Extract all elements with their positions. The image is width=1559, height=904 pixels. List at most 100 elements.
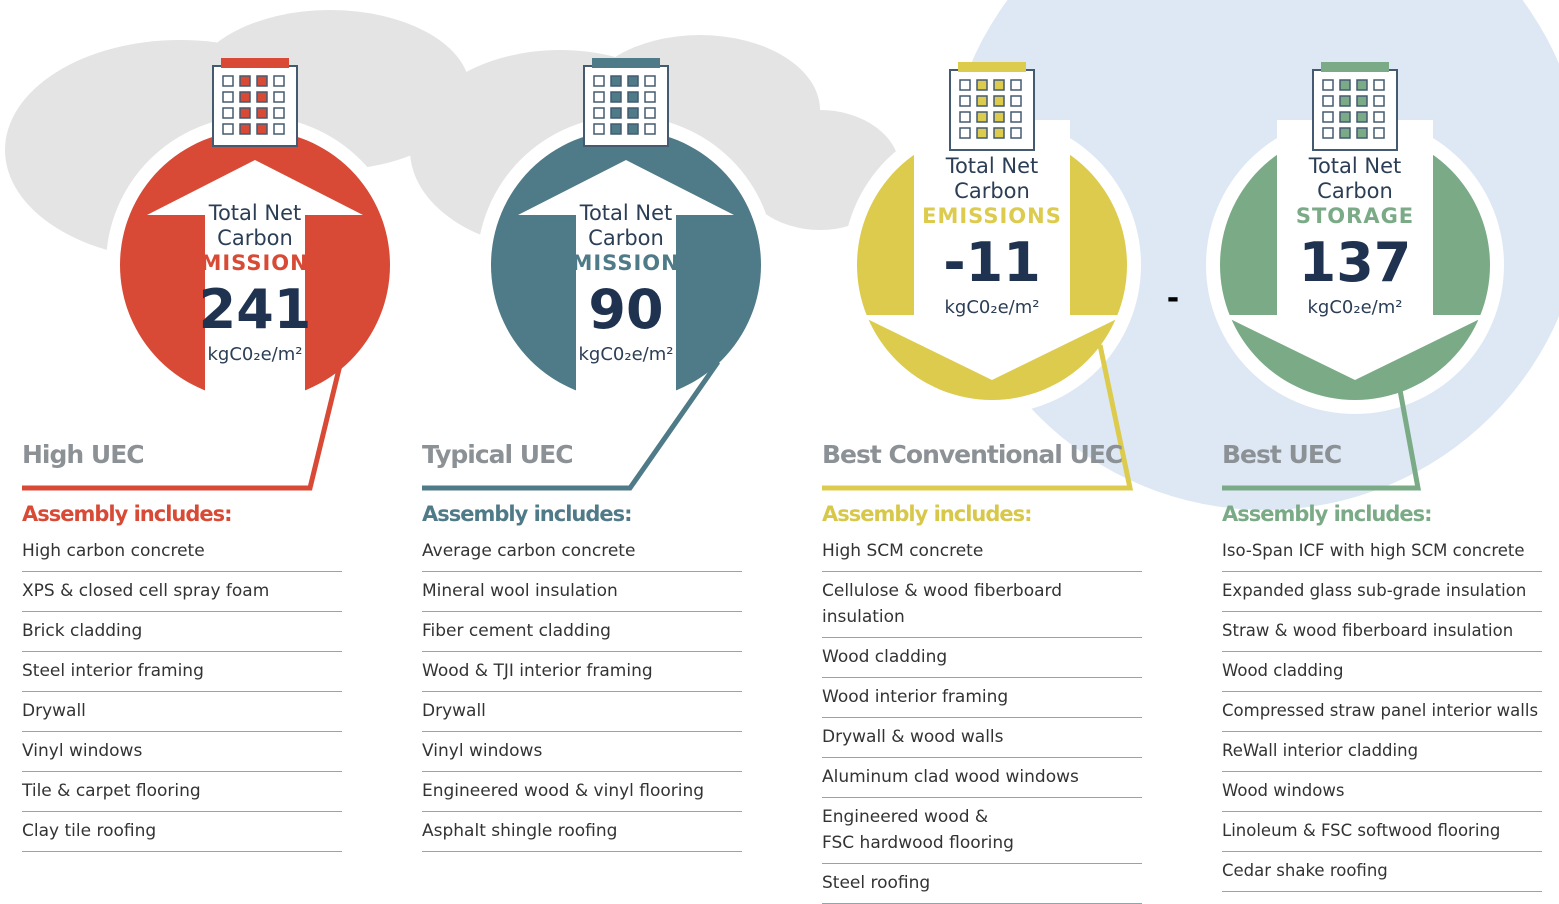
badge-label: Carbon	[954, 179, 1030, 203]
arrow	[518, 160, 734, 420]
badge-label: Total Net	[945, 154, 1039, 178]
building-top	[958, 62, 1026, 72]
assembly-item: Steel interior framing	[22, 652, 342, 692]
badge-kind: EMISSIONS	[922, 204, 1062, 228]
window	[1010, 111, 1022, 123]
window	[1322, 127, 1334, 139]
window	[993, 95, 1005, 107]
column: Best UEC Assembly includes: Iso-Span ICF w…	[1222, 440, 1542, 892]
window	[239, 75, 251, 87]
window	[222, 75, 234, 87]
window	[256, 91, 268, 103]
assembly-item: Engineered wood & vinyl flooring	[422, 772, 742, 812]
assembly-item: Wood & TJI interior framing	[422, 652, 742, 692]
window	[1373, 79, 1385, 91]
window	[239, 107, 251, 119]
window	[222, 107, 234, 119]
assembly-item: Engineered wood & FSC hardwood flooring	[822, 798, 1142, 864]
building-top	[592, 58, 660, 68]
window	[1356, 111, 1368, 123]
arrow	[859, 120, 1125, 380]
building-top	[221, 58, 289, 68]
assembly-title: Assembly includes:	[1222, 502, 1433, 526]
window	[993, 111, 1005, 123]
badge-value: -11	[943, 231, 1041, 294]
arrow	[1222, 120, 1488, 380]
assembly-item: XPS & closed cell spray foam	[22, 572, 342, 612]
window	[627, 75, 639, 87]
assembly-item: Expanded glass sub-grade insulation	[1222, 572, 1542, 612]
column: Best Conventional UEC Assembly includes: H…	[822, 440, 1142, 904]
badge-label: Total Net	[208, 201, 302, 225]
window	[1339, 127, 1351, 139]
window	[976, 127, 988, 139]
window	[256, 123, 268, 135]
assembly-item: Drywall	[422, 692, 742, 732]
assembly-item: Clay tile roofing	[22, 812, 342, 852]
window	[1339, 79, 1351, 91]
assembly-item: Fiber cement cladding	[422, 612, 742, 652]
assembly-item: Straw & wood fiberboard insulation	[1222, 612, 1542, 652]
badge-unit: kgC0₂e/m²	[945, 297, 1040, 318]
window	[593, 75, 605, 87]
window	[593, 91, 605, 103]
page: Total Net Carbon EMISSIONS 241 kgC0₂e/m² Tota…	[5, 0, 1559, 904]
window	[610, 123, 622, 135]
assembly-item: Brick cladding	[22, 612, 342, 652]
badge-unit: kgC0₂e/m²	[1308, 297, 1403, 318]
window	[273, 75, 285, 87]
window	[222, 91, 234, 103]
badge-kind: EMISSIONS	[185, 251, 325, 275]
arrow	[147, 160, 363, 420]
window	[644, 107, 656, 119]
badge-label: Carbon	[1317, 179, 1393, 203]
column: High UEC Assembly includes: High carbon co…	[22, 440, 342, 852]
assembly-item: Wood windows	[1222, 772, 1542, 812]
badge-label: Carbon	[588, 226, 664, 250]
assembly-item: Aluminum clad wood windows	[822, 758, 1142, 798]
assembly-item: High SCM concrete	[822, 532, 1142, 572]
window	[976, 111, 988, 123]
assembly-title: Assembly includes:	[22, 502, 233, 526]
assembly-item: Cellulose & wood fiberboard insulation	[822, 572, 1142, 638]
assembly-title: Assembly includes:	[822, 502, 1033, 526]
window	[1356, 95, 1368, 107]
connector	[822, 344, 1134, 491]
window	[256, 75, 268, 87]
window	[273, 91, 285, 103]
window	[1322, 79, 1334, 91]
window	[239, 123, 251, 135]
window	[610, 75, 622, 87]
window	[959, 95, 971, 107]
window	[1339, 111, 1351, 123]
building-top	[1321, 62, 1389, 72]
graphic: Total NetCarbonEMISSIONS241kgC0₂e/m²Tota…	[5, 0, 1559, 510]
assembly-title: Assembly includes:	[422, 502, 633, 526]
window	[959, 127, 971, 139]
window	[627, 107, 639, 119]
badge-kind: STORAGE	[1296, 204, 1414, 228]
assembly-item: Mineral wool insulation	[422, 572, 742, 612]
assembly-item: Tile & carpet flooring	[22, 772, 342, 812]
window	[644, 75, 656, 87]
connector	[422, 360, 721, 491]
window	[627, 123, 639, 135]
window	[976, 95, 988, 107]
window	[1356, 127, 1368, 139]
window	[1339, 95, 1351, 107]
assembly-item: Average carbon concrete	[422, 532, 742, 572]
badge-label: Total Net	[1308, 154, 1402, 178]
window	[959, 111, 971, 123]
badge-label: Carbon	[217, 226, 293, 250]
window	[1373, 127, 1385, 139]
assembly-item: Vinyl windows	[422, 732, 742, 772]
window	[1356, 79, 1368, 91]
column-heading: High UEC	[22, 440, 145, 469]
separator: -	[1167, 281, 1179, 316]
assembly-item: ReWall interior cladding	[1222, 732, 1542, 772]
assembly-item: Cedar shake roofing	[1222, 852, 1542, 892]
assembly-item: Compressed straw panel interior walls	[1222, 692, 1542, 732]
window	[593, 123, 605, 135]
column-heading: Typical UEC	[422, 440, 574, 469]
window	[222, 123, 234, 135]
